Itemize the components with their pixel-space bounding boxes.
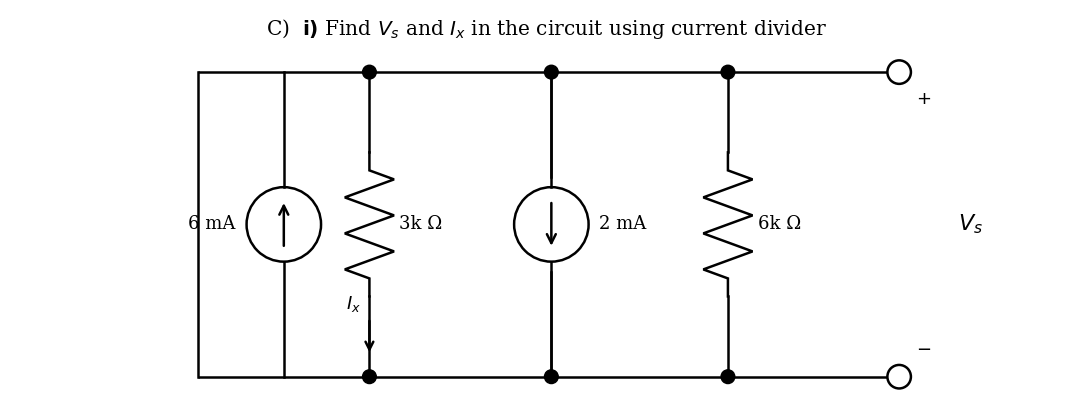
Ellipse shape (721, 370, 735, 383)
Text: $I_x$: $I_x$ (346, 294, 360, 314)
Text: +: + (916, 90, 931, 108)
Text: $V_s$: $V_s$ (958, 213, 983, 236)
Ellipse shape (721, 65, 735, 79)
Ellipse shape (888, 60, 911, 84)
Text: 2 mA: 2 mA (600, 215, 646, 234)
Text: −: − (916, 341, 931, 359)
Ellipse shape (888, 365, 911, 389)
Ellipse shape (363, 65, 377, 79)
Ellipse shape (545, 370, 558, 383)
Text: 3k Ω: 3k Ω (400, 215, 442, 234)
Text: 6k Ω: 6k Ω (758, 215, 802, 234)
Text: 6 mA: 6 mA (189, 215, 236, 234)
Text: C)  $\mathbf{i)}$ Find $V_s$ and $I_x$ in the circuit using current divider: C) $\mathbf{i)}$ Find $V_s$ and $I_x$ in… (265, 16, 827, 41)
Ellipse shape (363, 370, 377, 383)
Ellipse shape (545, 65, 558, 79)
